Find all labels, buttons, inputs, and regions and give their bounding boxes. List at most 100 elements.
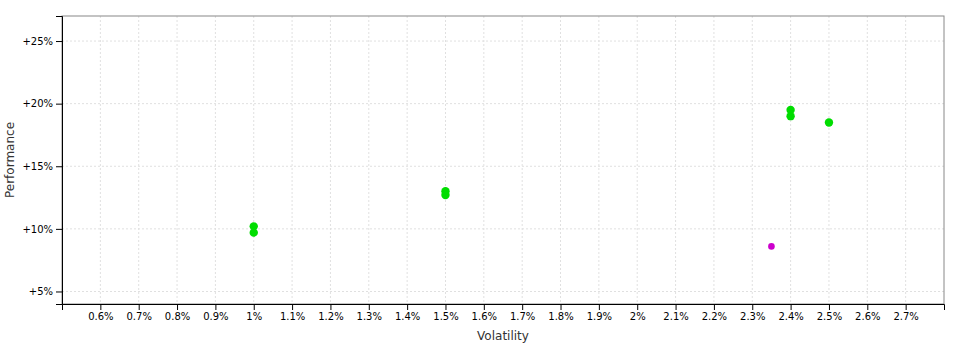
x-grid-line xyxy=(598,16,599,304)
x-tick: 2.2% xyxy=(702,304,727,322)
x-tick: 0.6% xyxy=(88,304,113,322)
x-grid-line xyxy=(828,16,829,304)
plot-frame xyxy=(62,16,944,304)
y-tick-mark xyxy=(56,291,62,292)
series xyxy=(768,243,775,250)
x-tick: 2.1% xyxy=(663,304,688,322)
x-tick: 2.7% xyxy=(893,304,918,322)
x-grid-line xyxy=(138,16,139,304)
x-tick-label: 1% xyxy=(246,311,262,322)
y-tick-mark xyxy=(56,166,62,167)
x-tick-mark xyxy=(599,304,600,310)
x-grid-line xyxy=(100,16,101,304)
y-axis-title: Performance xyxy=(3,122,17,198)
y-axis: +5%+10%+15%+20%+25% xyxy=(22,17,62,305)
x-tick-mark xyxy=(906,304,907,310)
x-tick-label: 0.7% xyxy=(126,311,151,322)
y-tick: +25% xyxy=(22,36,62,47)
x-tick-mark xyxy=(484,304,485,310)
y-grid-line xyxy=(62,228,944,229)
x-tick: 1.6% xyxy=(472,304,497,322)
x-tick: 1.4% xyxy=(395,304,420,322)
x-grid-line xyxy=(713,16,714,304)
x-tick: 0.7% xyxy=(126,304,151,322)
x-tick-label: 2.6% xyxy=(855,311,880,322)
x-grid-line xyxy=(292,16,293,304)
x-tick: 0.9% xyxy=(203,304,228,322)
x-grid-line xyxy=(790,16,791,304)
x-tick-mark xyxy=(369,304,370,310)
y-tick-mark xyxy=(56,229,62,230)
x-tick: 2.5% xyxy=(817,304,842,322)
x-grid-line xyxy=(637,16,638,304)
x-tick-label: 2.2% xyxy=(702,311,727,322)
y-tick-mark xyxy=(56,41,62,42)
x-tick-label: 1.2% xyxy=(318,311,343,322)
x-tick-label: 2.7% xyxy=(893,311,918,322)
marks xyxy=(250,106,834,250)
x-grid-line xyxy=(407,16,408,304)
y-tick: +20% xyxy=(22,98,62,109)
x-tick: 1.3% xyxy=(357,304,382,322)
y-grid-line xyxy=(62,103,944,104)
x-tick-label: 2.4% xyxy=(778,311,803,322)
x-tick-label: 1.3% xyxy=(357,311,382,322)
x-tick-mark xyxy=(752,304,753,310)
x-tick-mark xyxy=(215,304,216,310)
x-grid-line xyxy=(675,16,676,304)
x-tick-mark xyxy=(139,304,140,310)
x-tick-mark xyxy=(407,304,408,310)
plot: 0.6% 0.7% 0.8% 0.9% 1% 1.1% 1.2% 1.3% 1.4% 1.5% 1.… xyxy=(22,16,944,322)
x-grid-line xyxy=(215,16,216,304)
point xyxy=(250,228,258,236)
x-tick-mark xyxy=(445,304,446,310)
chart: 0.6% 0.7% 0.8% 0.9% 1% 1.1% 1.2% 1.3% 1.4% 1.5% 1.… xyxy=(0,0,966,350)
point xyxy=(825,118,833,126)
x-tick: 1.8% xyxy=(548,304,573,322)
y-tick: +5% xyxy=(29,286,62,297)
x-tick-label: 1.1% xyxy=(280,311,305,322)
x-tick-label: 2.1% xyxy=(663,311,688,322)
x-tick: 1.2% xyxy=(318,304,343,322)
x-tick: 0.8% xyxy=(165,304,190,322)
x-tick: 2.3% xyxy=(740,304,765,322)
x-grid-line xyxy=(253,16,254,304)
x-grid-line xyxy=(905,16,906,304)
y-tick-mark xyxy=(56,104,62,105)
y-tick-label: +10% xyxy=(22,224,53,235)
point xyxy=(768,243,775,250)
x-tick-mark xyxy=(791,304,792,310)
x-tick-label: 1.4% xyxy=(395,311,420,322)
x-tick-label: 2.3% xyxy=(740,311,765,322)
x-tick: 1.5% xyxy=(433,304,458,322)
x-tick-label: 0.8% xyxy=(165,311,190,322)
x-tick-mark xyxy=(867,304,868,310)
x-tick: 1.1% xyxy=(280,304,305,322)
x-grid-line xyxy=(330,16,331,304)
x-tick: 1.7% xyxy=(510,304,535,322)
y-grid-line xyxy=(62,41,944,42)
x-tick-label: 2% xyxy=(630,311,646,322)
x-tick-mark xyxy=(714,304,715,310)
x-tick-label: 0.6% xyxy=(88,311,113,322)
x-tick: 1% xyxy=(246,304,262,322)
x-tick: 2% xyxy=(630,304,646,322)
x-grid-line xyxy=(522,16,523,304)
y-tick-label: +20% xyxy=(22,98,53,109)
x-tick-mark xyxy=(561,304,562,310)
x-tick-mark xyxy=(330,304,331,310)
y-tick-label: +25% xyxy=(22,36,53,47)
x-tick-mark xyxy=(829,304,830,310)
x-tick-mark xyxy=(177,304,178,310)
y-tick: +10% xyxy=(22,224,62,235)
x-tick-mark xyxy=(100,304,101,310)
grid xyxy=(62,16,944,304)
x-grid-line xyxy=(177,16,178,304)
x-tick-label: 1.5% xyxy=(433,311,458,322)
x-tick: 2.4% xyxy=(778,304,803,322)
x-tick-label: 0.9% xyxy=(203,311,228,322)
x-tick-label: 1.8% xyxy=(548,311,573,322)
x-axis: 0.6% 0.7% 0.8% 0.9% 1% 1.1% 1.2% 1.3% 1.4% 1.5% 1.… xyxy=(63,304,945,322)
x-tick-mark xyxy=(522,304,523,310)
x-tick-label: 1.6% xyxy=(472,311,497,322)
